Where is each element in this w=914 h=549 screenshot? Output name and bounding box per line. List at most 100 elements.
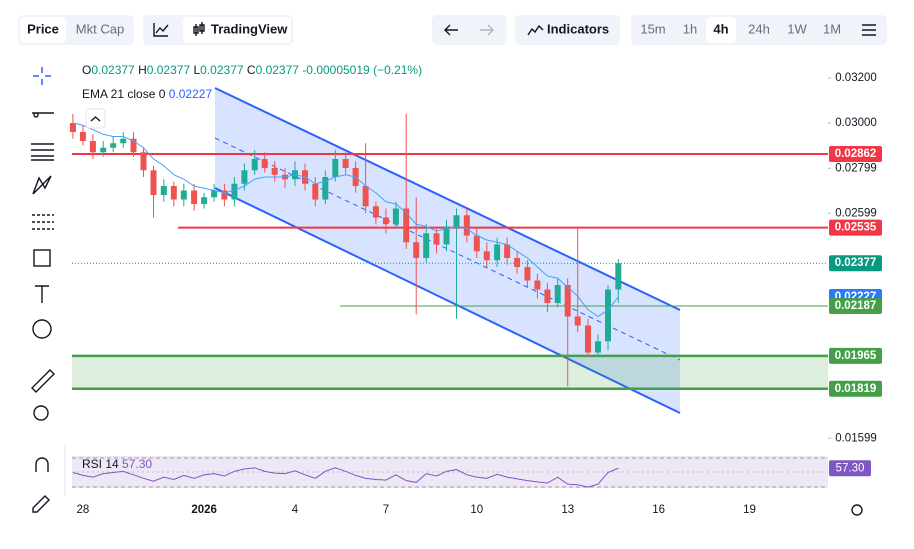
price-label: 0.01819 <box>835 383 877 395</box>
rsi-value-label: 57.30 <box>836 462 865 474</box>
candle-body <box>574 316 581 326</box>
candle-body <box>332 159 339 178</box>
tradingview-button-bg[interactable] <box>183 17 291 43</box>
y-tick-label: 0.02599 <box>835 207 877 219</box>
price-button[interactable]: Price <box>27 21 59 36</box>
crosshair-tool[interactable] <box>33 67 51 85</box>
candle-body <box>615 263 622 290</box>
candle-body <box>150 170 157 196</box>
candle-body <box>140 152 147 171</box>
candle-body <box>261 159 268 169</box>
ohlc-key: C <box>247 63 256 77</box>
settings-button[interactable] <box>862 24 876 36</box>
projection-tool[interactable] <box>32 214 54 230</box>
ema-line <box>72 122 619 318</box>
candle-body <box>595 341 602 353</box>
plot: 0.03200 0.03000 0.02799 0.02599 0.01599 28 202… <box>69 72 882 516</box>
rsi-line <box>72 467 619 488</box>
rsi-value-box <box>829 460 871 477</box>
candle-body <box>160 186 167 196</box>
y-tick-label: 0.02799 <box>835 162 877 174</box>
timeframe-button[interactable]: 1M <box>823 21 841 36</box>
candle-body <box>534 280 541 290</box>
measure-tool[interactable] <box>31 369 55 393</box>
indicators-button-bg[interactable] <box>515 15 620 45</box>
ema-value: 0.02227 <box>169 87 213 101</box>
timeframe-button[interactable]: 1W <box>787 21 807 36</box>
candle-body <box>271 168 278 175</box>
pattern-tool[interactable] <box>32 175 52 195</box>
ohlc-change-pct: (−0.21%) <box>373 63 422 77</box>
price-label-box <box>829 347 882 364</box>
collapse-legend-button[interactable] <box>85 108 106 129</box>
candle-body <box>100 147 107 153</box>
candle-body <box>504 244 511 259</box>
candle-body <box>433 233 440 245</box>
line-chart-icon[interactable] <box>153 23 169 37</box>
mkt-cap-button[interactable]: Mkt Cap <box>76 21 124 36</box>
timeframe-button[interactable]: 24h <box>748 21 770 36</box>
candle-body <box>453 215 460 227</box>
candle-body <box>494 244 501 261</box>
ohlc-value: 0.02377 <box>91 63 135 77</box>
shape-tool[interactable] <box>33 249 51 267</box>
ohlc-key: H <box>138 63 147 77</box>
channel-lower <box>214 187 681 414</box>
price-label: 0.01965 <box>835 350 877 362</box>
line-tool[interactable] <box>32 112 54 118</box>
price-label-box <box>829 219 882 236</box>
candle-body <box>403 208 410 243</box>
ema-legend: EMA 21 close 0 0.02227 <box>82 87 212 101</box>
tradingview-button[interactable]: TradingView <box>211 21 288 36</box>
candle-body <box>89 141 96 153</box>
emoji-tool[interactable] <box>32 319 52 339</box>
candle-body <box>392 208 399 225</box>
channel-fill <box>215 88 680 413</box>
candle-body <box>413 242 420 259</box>
candle-body <box>170 186 177 200</box>
candle-body <box>191 190 198 205</box>
candle-body <box>130 138 137 153</box>
indicators-button[interactable]: Indicators <box>547 21 609 36</box>
timeframe-button[interactable]: 15m <box>640 21 665 36</box>
axis-settings[interactable] <box>851 504 863 516</box>
undo-button[interactable] <box>444 24 458 36</box>
candle-body <box>362 186 369 207</box>
candle-body <box>201 197 208 205</box>
timeframe-button[interactable]: 1h <box>683 21 697 36</box>
ohlc-key: L <box>193 63 200 77</box>
ema-label: EMA 21 close 0 <box>82 87 166 101</box>
candle-body <box>180 190 187 200</box>
candle-body <box>524 267 531 281</box>
ohlc-key: O <box>82 63 91 77</box>
price-button-bg[interactable] <box>20 17 66 43</box>
price-label: 0.02377 <box>835 257 877 269</box>
rsi-label: RSI 14 <box>82 457 119 471</box>
x-tick-label: 16 <box>652 504 665 516</box>
candle-body <box>221 190 228 200</box>
y-tick-label: 0.03000 <box>835 117 877 129</box>
magnet-tool[interactable] <box>35 457 49 472</box>
candle-body <box>564 285 571 317</box>
ohlc-legend: O0.02377 H0.02377 L0.02377 C0.02377 -0.0… <box>82 63 422 77</box>
x-tick-label: 19 <box>743 504 756 516</box>
candle-body <box>251 159 258 171</box>
x-tick-label: 7 <box>383 504 389 516</box>
x-tick-label: 28 <box>77 504 90 516</box>
redo-button[interactable] <box>480 24 494 36</box>
text-tool[interactable] <box>35 285 49 303</box>
x-tick-label: 2026 <box>191 504 217 516</box>
y-tick-label: 0.03200 <box>835 72 877 84</box>
rsi-pane <box>72 456 828 488</box>
timeframe-button[interactable]: 4h <box>713 21 728 36</box>
eraser-tool[interactable] <box>32 495 50 513</box>
fib-tool[interactable] <box>31 143 54 161</box>
candle-body <box>605 289 612 342</box>
ohlc-value: 0.02377 <box>200 63 244 77</box>
support-zone <box>72 355 828 389</box>
price-label-box <box>829 297 882 314</box>
x-tick-label: 4 <box>292 504 299 516</box>
rsi-value: 57.30 <box>122 457 152 471</box>
zoom-tool[interactable] <box>33 405 49 421</box>
